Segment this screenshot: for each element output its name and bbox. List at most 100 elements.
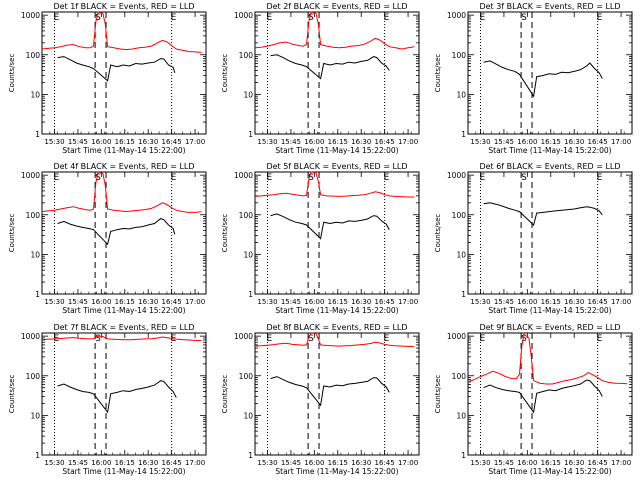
plot-panel-det-4f: Det 4f BLACK = Events, RED = LLD 1 10 100 10… bbox=[8, 162, 207, 315]
x-tick-label: 16:15 bbox=[541, 138, 561, 146]
x-tick-label: 16:45 bbox=[162, 459, 182, 467]
x-tick-label: 16:15 bbox=[541, 459, 561, 467]
y-tick-label: 1000 bbox=[234, 332, 253, 341]
series-line-events bbox=[270, 213, 390, 240]
plot-frame bbox=[467, 171, 633, 295]
e-marker-label: E bbox=[53, 13, 59, 23]
x-tick-label: 16:15 bbox=[115, 138, 135, 146]
x-tick-label: 16:45 bbox=[588, 298, 608, 306]
y-tick-label: 10 bbox=[456, 250, 466, 259]
e-marker-label: E bbox=[171, 173, 177, 183]
s-marker-label: S bbox=[308, 334, 314, 344]
x-tick-label: 16:00 bbox=[91, 138, 111, 146]
e-marker-label: E bbox=[384, 13, 390, 23]
y-axis-label: Counts/sec bbox=[434, 375, 442, 414]
series-line-lld bbox=[254, 11, 415, 50]
series-line-events bbox=[483, 60, 603, 98]
y-tick-label: 1 bbox=[461, 290, 466, 299]
y-tick-label: 100 bbox=[26, 372, 41, 381]
y-tick-label: 10 bbox=[456, 90, 466, 99]
plot-title: Det 2f BLACK = Events, RED = LLD bbox=[266, 2, 407, 11]
x-axis-label: Start Time (11-May-14 15:22:00) bbox=[275, 306, 398, 315]
e-marker-label: E bbox=[171, 13, 177, 23]
x-tick-label: 15:30 bbox=[44, 459, 64, 467]
series-line-events bbox=[483, 202, 603, 226]
y-tick-label: 10 bbox=[243, 411, 253, 420]
x-tick-label: 16:15 bbox=[115, 459, 135, 467]
plot-panel-det-2f: Det 2f BLACK = Events, RED = LLD 1 10 100 10… bbox=[221, 2, 420, 155]
series-line-lld bbox=[41, 11, 202, 53]
s-marker-label: S bbox=[521, 13, 527, 23]
plot-panel-det-3f: Det 3f BLACK = Events, RED = LLD 1 10 100 10… bbox=[434, 2, 633, 155]
x-tick-label: 16:45 bbox=[588, 138, 608, 146]
s-marker-label: S bbox=[308, 13, 314, 23]
x-tick-label: 15:30 bbox=[257, 298, 277, 306]
e-marker-label: E bbox=[597, 334, 603, 344]
x-tick-label: 15:45 bbox=[68, 459, 88, 467]
x-axis-label: Start Time (11-May-14 15:22:00) bbox=[275, 146, 398, 155]
y-tick-label: 100 bbox=[239, 372, 254, 381]
y-axis-label: Counts/sec bbox=[8, 54, 16, 93]
x-tick-label: 15:45 bbox=[281, 298, 301, 306]
s-marker-label: S bbox=[521, 173, 527, 183]
series-line-events bbox=[270, 54, 390, 80]
x-tick-label: 16:30 bbox=[351, 459, 371, 467]
x-tick-label: 16:30 bbox=[138, 459, 158, 467]
y-tick-label: 100 bbox=[239, 211, 254, 220]
x-tick-label: 15:30 bbox=[470, 459, 490, 467]
series-line-events bbox=[57, 56, 176, 82]
x-axis-label: Start Time (11-May-14 15:22:00) bbox=[488, 146, 611, 155]
y-axis-label: Counts/sec bbox=[434, 54, 442, 93]
y-tick-label: 1000 bbox=[234, 171, 253, 180]
y-axis-label: Counts/sec bbox=[434, 214, 442, 253]
e-marker-label: E bbox=[384, 173, 390, 183]
y-tick-label: 1 bbox=[461, 451, 466, 460]
e-marker-label: E bbox=[479, 334, 485, 344]
x-tick-label: 16:15 bbox=[328, 298, 348, 306]
plot-panel-det-7f: Det 7f BLACK = Events, RED = LLD 1 10 100 10… bbox=[8, 323, 207, 476]
x-tick-label: 16:00 bbox=[91, 459, 111, 467]
y-tick-label: 100 bbox=[452, 51, 467, 60]
y-tick-label: 1 bbox=[461, 130, 466, 139]
plot-frame bbox=[41, 332, 207, 456]
x-tick-label: 16:45 bbox=[588, 459, 608, 467]
y-tick-label: 1 bbox=[35, 451, 40, 460]
plot-title: Det 5f BLACK = Events, RED = LLD bbox=[266, 162, 407, 171]
x-tick-label: 16:45 bbox=[162, 138, 182, 146]
plot-panel-det-8f: Det 8f BLACK = Events, RED = LLD 1 10 100 10… bbox=[221, 323, 420, 476]
plot-frame bbox=[467, 332, 633, 456]
x-tick-label: 16:30 bbox=[564, 298, 584, 306]
plot-title: Det 9f BLACK = Events, RED = LLD bbox=[479, 323, 620, 332]
plot-title: Det 1f BLACK = Events, RED = LLD bbox=[53, 2, 194, 11]
x-axis-label: Start Time (11-May-14 15:22:00) bbox=[488, 467, 611, 476]
x-tick-label: 16:00 bbox=[517, 298, 537, 306]
x-tick-label: 17:00 bbox=[611, 138, 631, 146]
x-tick-label: 16:45 bbox=[375, 459, 395, 467]
plot-title: Det 6f BLACK = Events, RED = LLD bbox=[479, 162, 620, 171]
s-marker-label: S bbox=[308, 173, 314, 183]
plot-title: Det 4f BLACK = Events, RED = LLD bbox=[53, 162, 194, 171]
x-tick-label: 16:00 bbox=[304, 298, 324, 306]
x-axis-label: Start Time (11-May-14 15:22:00) bbox=[62, 467, 185, 476]
e-marker-label: E bbox=[266, 173, 272, 183]
x-tick-label: 16:45 bbox=[375, 298, 395, 306]
x-tick-label: 17:00 bbox=[185, 138, 205, 146]
x-tick-label: 16:00 bbox=[304, 459, 324, 467]
y-tick-label: 100 bbox=[26, 211, 41, 220]
y-tick-label: 10 bbox=[30, 250, 40, 259]
x-tick-label: 16:15 bbox=[541, 298, 561, 306]
x-tick-label: 15:30 bbox=[44, 298, 64, 306]
x-tick-label: 16:00 bbox=[91, 298, 111, 306]
x-axis-label: Start Time (11-May-14 15:22:00) bbox=[62, 146, 185, 155]
y-tick-label: 10 bbox=[243, 90, 253, 99]
y-axis-label: Counts/sec bbox=[221, 214, 229, 253]
s-marker-label: S bbox=[521, 334, 527, 344]
y-tick-label: 1 bbox=[248, 451, 253, 460]
y-tick-label: 10 bbox=[30, 90, 40, 99]
e-marker-label: E bbox=[479, 13, 485, 23]
x-tick-label: 16:30 bbox=[351, 138, 371, 146]
plot-frame bbox=[254, 11, 420, 135]
y-tick-label: 1000 bbox=[447, 11, 466, 20]
x-tick-label: 17:00 bbox=[611, 298, 631, 306]
